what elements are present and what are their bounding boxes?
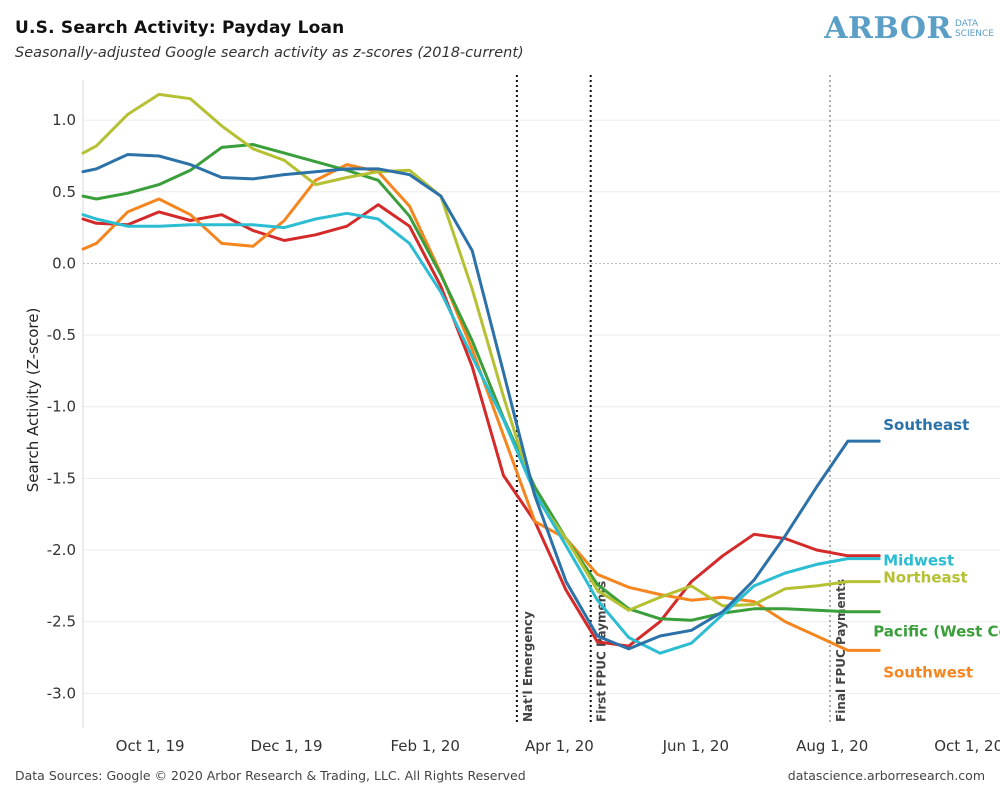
x-tick-label: Oct 1, 20 <box>934 737 1000 755</box>
y-tick-label: 0.5 <box>52 183 76 201</box>
series-lines <box>81 92 881 655</box>
series-label-pacific-west-coast: Pacific (West Coast) <box>873 623 1000 641</box>
annotation-label: Nat'l Emergency <box>521 611 535 722</box>
y-tick-label: -0.5 <box>47 326 76 344</box>
series-label-midwest: Midwest <box>883 552 954 570</box>
x-tick-label: Jun 1, 20 <box>662 737 729 755</box>
footer-url: datascience.arborresearch.com <box>787 768 985 783</box>
series-label-northeast: Northeast <box>883 569 968 587</box>
y-axis-label: Search Activity (Z-score) <box>24 308 42 493</box>
footer-source: Data Sources: Google © 2020 Arbor Resear… <box>15 768 526 783</box>
x-tick-label: Dec 1, 19 <box>251 737 323 755</box>
x-axis-ticks: Oct 1, 19 Dec 1, 19 Feb 1, 20 Apr 1, 20 Jun … <box>116 737 1000 755</box>
x-tick-label: Oct 1, 19 <box>116 737 185 755</box>
y-tick-label: -2.0 <box>47 541 76 559</box>
logo-sub-line2: SCIENCE <box>954 29 994 39</box>
series-line-northeast <box>81 92 881 612</box>
x-tick-label: Apr 1, 20 <box>525 737 594 755</box>
y-tick-label: 0.0 <box>52 254 76 272</box>
y-tick-label: -1.0 <box>47 398 76 416</box>
series-line-pacific-west-coast <box>81 143 881 622</box>
series-line-southeast <box>81 153 881 651</box>
series-line-midwest <box>81 211 881 655</box>
y-tick-label: -3.0 <box>47 684 76 702</box>
y-axis-ticks: 1.0 0.5 0.0 -0.5 -1.0 -1.5 -2.0 -2.5 -3.0 <box>47 111 76 702</box>
annotation-label: First FPUC Payments <box>595 581 609 722</box>
annotation-label: Final FPUC Payments <box>834 579 848 722</box>
series-label-southwest: Southwest <box>883 663 973 681</box>
grid-lines <box>82 80 1000 728</box>
logo-wordmark: ARBOR <box>824 11 952 46</box>
x-tick-label: Aug 1, 20 <box>796 737 868 755</box>
series-label-southeast: Southeast <box>883 416 969 434</box>
y-tick-label: -1.5 <box>47 469 76 487</box>
arbor-logo: ARBOR DATA SCIENCE <box>824 12 994 46</box>
x-tick-label: Feb 1, 20 <box>390 737 460 755</box>
y-tick-label: -2.5 <box>47 613 76 631</box>
logo-subtext: DATA SCIENCE <box>955 19 994 39</box>
event-annotations: Nat'l Emergency First FPUC Payments Final … <box>515 75 848 724</box>
series-line-unlabeled <box>81 203 881 648</box>
series-line-southwest <box>81 163 881 652</box>
y-tick-label: 1.0 <box>52 111 76 129</box>
chart-title: U.S. Search Activity: Payday Loan <box>15 18 345 38</box>
logo-sub-line1: DATA <box>954 19 979 29</box>
chart-subtitle: Seasonally-adjusted Google search activi… <box>15 45 524 61</box>
